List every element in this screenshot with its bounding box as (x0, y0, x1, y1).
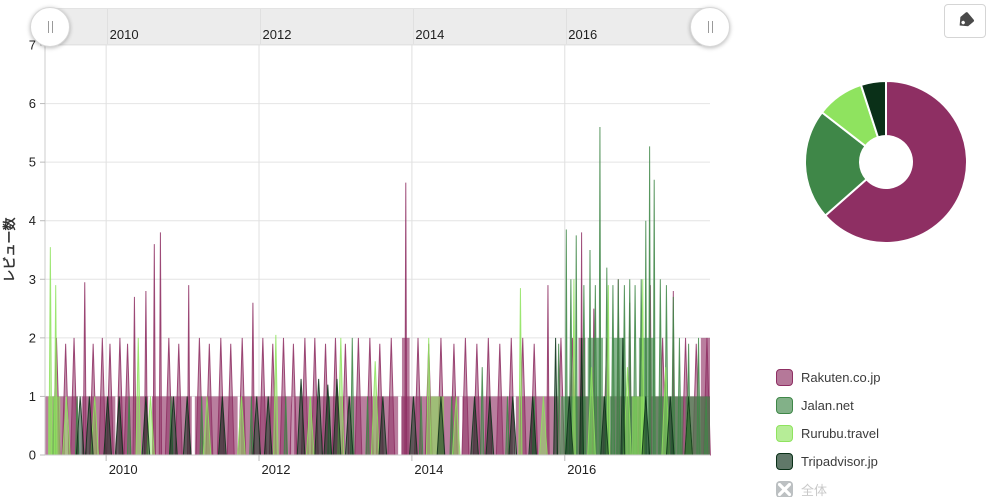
y-tick-label: 5 (29, 155, 36, 170)
donut-slice-tripadvisor-jp[interactable] (859, 80, 887, 139)
legend: Rakuten.co.jp Jalan.net Rurubu.travel Tripa… (776, 363, 881, 497)
axes: 0 1 2 3 4 5 6 7 2010 2012 2014 2016 レビュー数 (2, 38, 710, 477)
strip-year-label: 2012 (262, 27, 292, 42)
y-tick-label: 6 (29, 96, 36, 111)
donut-slice-rakuten-co-jp[interactable] (824, 80, 968, 244)
legend-label: Tripadvisor.jp (801, 453, 878, 469)
donut-slice-jalan-net[interactable] (804, 111, 868, 217)
x-tick-label: 2012 (262, 462, 291, 477)
legend-item-rakuten-co-jp[interactable]: Rakuten.co.jp (776, 363, 881, 391)
legend-item-tripadvisor-jp[interactable]: Tripadvisor.jp (776, 447, 881, 475)
x-tick-label: 2014 (414, 462, 443, 477)
y-tick-label: 3 (29, 272, 36, 287)
grid (45, 44, 710, 455)
grip-bar-icon (51, 21, 53, 33)
x-tick-label: 2010 (109, 462, 138, 477)
legend-item-zentai-disabled[interactable]: 全体 (776, 475, 881, 497)
legend-label: 全体 (801, 482, 828, 497)
legend-label: Rurubu.travel (801, 425, 880, 441)
range-selector[interactable]: 2010 2012 2014 2016 (45, 8, 710, 45)
y-tick-label: 2 (29, 330, 36, 345)
reviews-area-chart[interactable]: 0 1 2 3 4 5 6 7 2010 2012 2014 2016 レビュー数 (0, 0, 760, 497)
legend-swatch (776, 368, 793, 386)
y-tick-label: 4 (29, 213, 36, 228)
y-axis-title: レビュー数 (2, 217, 17, 283)
tag-icon (959, 12, 975, 27)
strip-year-label: 2010 (109, 27, 139, 42)
legend-item-jalan-net[interactable]: Jalan.net (776, 391, 881, 419)
x-tick-label: 2016 (567, 462, 596, 477)
range-grip-right[interactable] (690, 7, 730, 47)
strip-gridline (260, 9, 262, 44)
grip-bar-icon (47, 21, 49, 33)
x-icon (776, 480, 793, 497)
y-tick-label: 0 (29, 448, 36, 463)
y-tick-label: 1 (29, 389, 36, 404)
share-donut-chart[interactable] (790, 66, 982, 258)
legend-swatch (776, 452, 793, 470)
strip-gridline (107, 9, 109, 44)
legend-item-rurubu-travel[interactable]: Rurubu.travel (776, 419, 881, 447)
y-tick-label: 7 (29, 38, 36, 53)
range-grip-left[interactable] (30, 7, 70, 47)
strip-gridline (412, 9, 414, 44)
strip-year-label: 2014 (415, 27, 445, 42)
legend-label: Rakuten.co.jp (801, 369, 881, 385)
grip-bar-icon (707, 21, 709, 33)
strip-year-label: 2016 (568, 27, 598, 42)
tag-button[interactable] (944, 4, 986, 38)
legend-label: Jalan.net (801, 397, 854, 413)
legend-swatch (776, 396, 793, 414)
grip-bar-icon (711, 21, 713, 33)
legend-swatch (776, 424, 793, 442)
strip-gridline (565, 9, 567, 44)
